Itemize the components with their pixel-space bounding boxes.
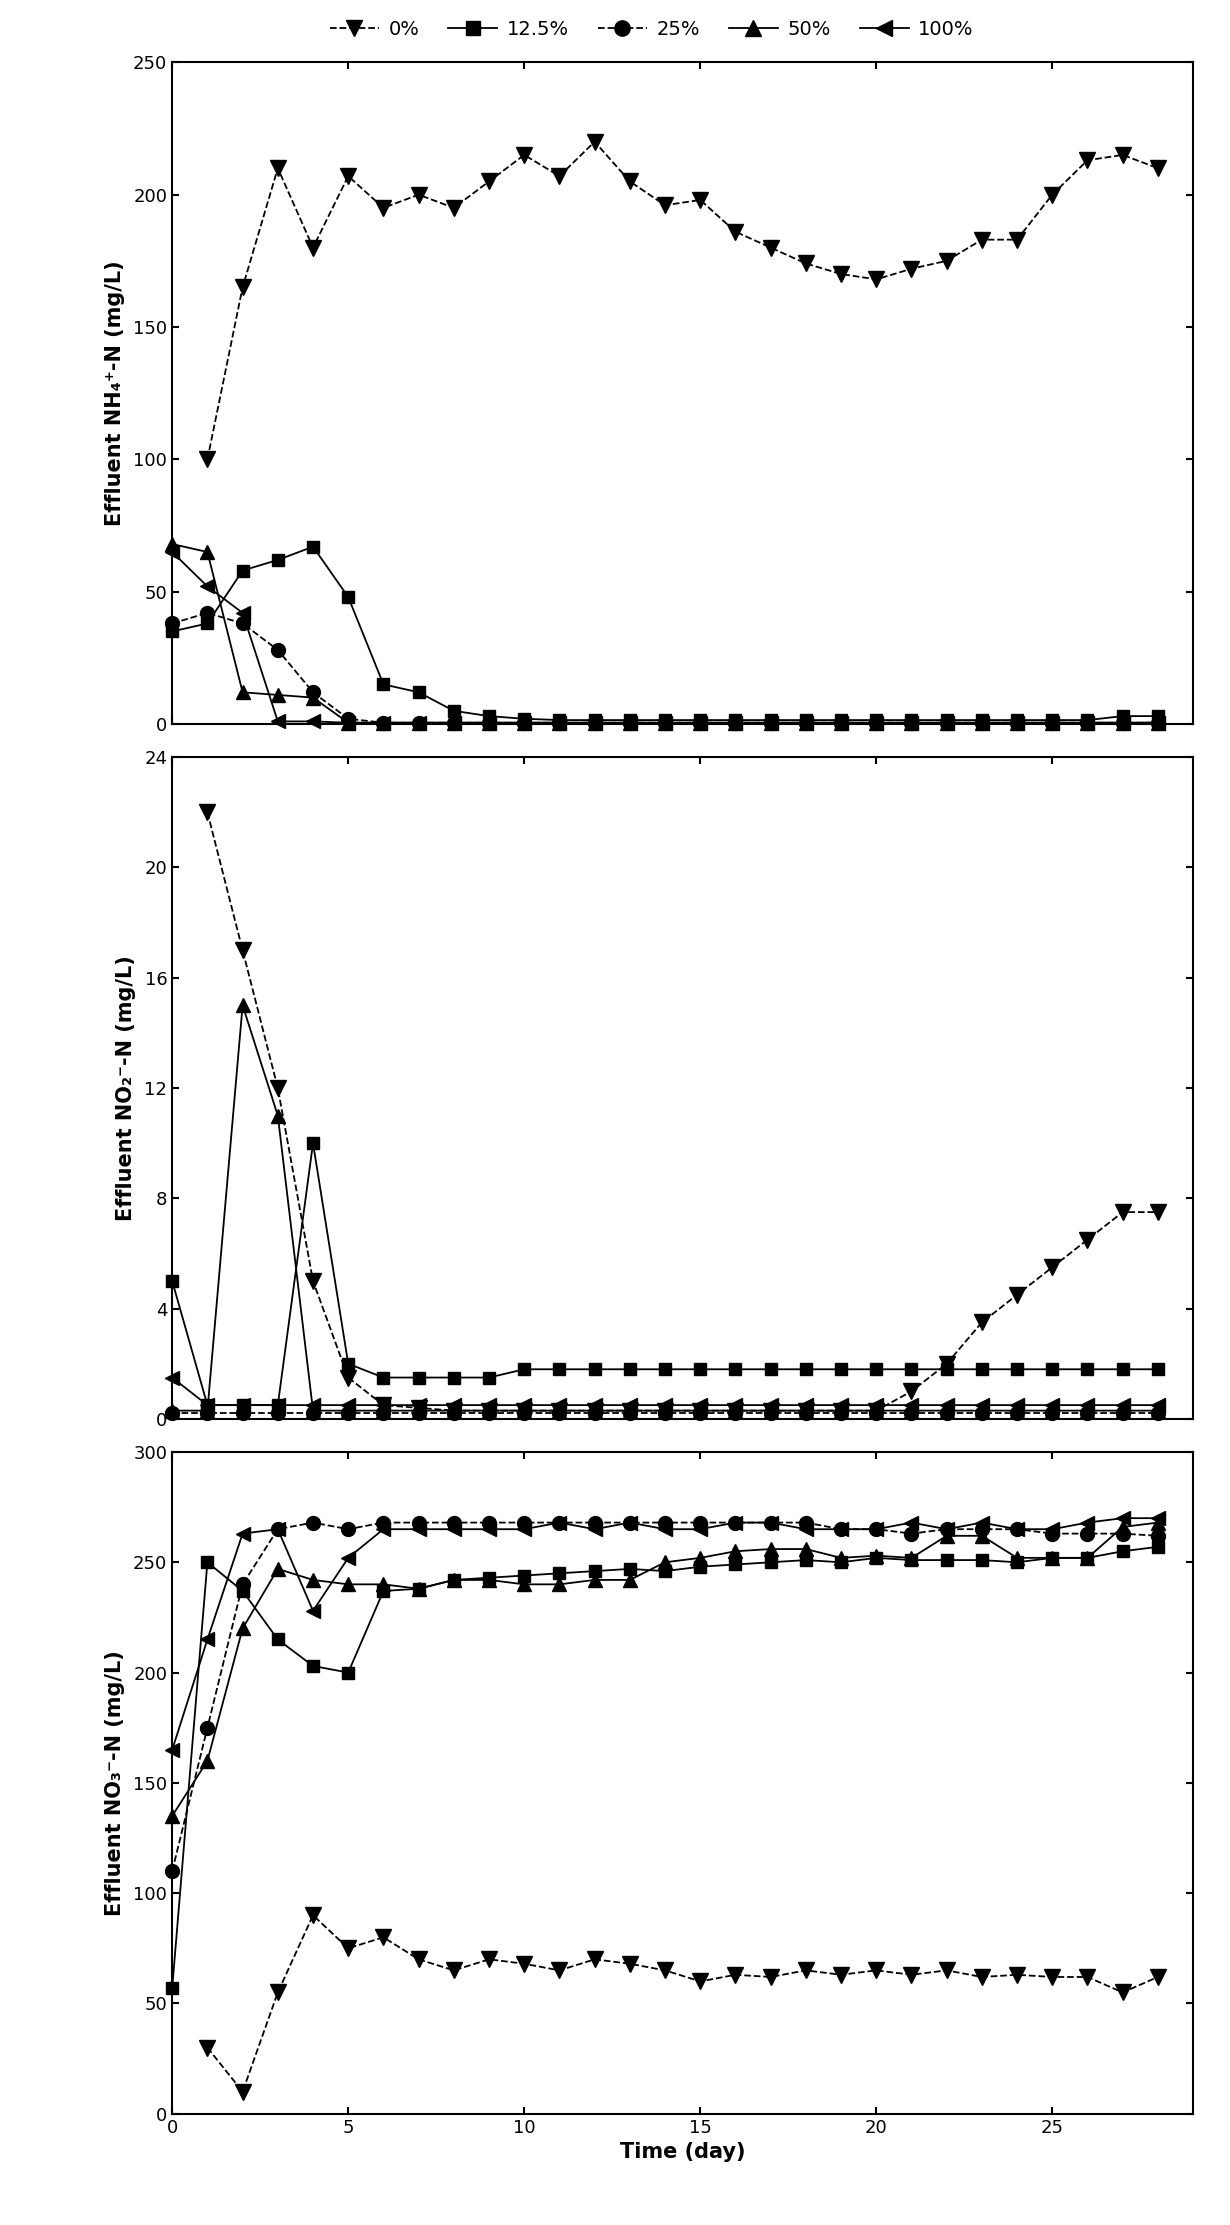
Y-axis label: Effluent NH₄⁺-N (mg/L): Effluent NH₄⁺-N (mg/L) [105, 260, 124, 525]
Legend: 0%, 12.5%, 25%, 50%, 100%: 0%, 12.5%, 25%, 50%, 100% [322, 11, 982, 47]
X-axis label: Time (day): Time (day) [620, 2143, 745, 2163]
Y-axis label: Effluent NO₃⁻-N (mg/L): Effluent NO₃⁻-N (mg/L) [105, 1651, 124, 1916]
Y-axis label: Effluent NO₂⁻-N (mg/L): Effluent NO₂⁻-N (mg/L) [116, 955, 137, 1222]
